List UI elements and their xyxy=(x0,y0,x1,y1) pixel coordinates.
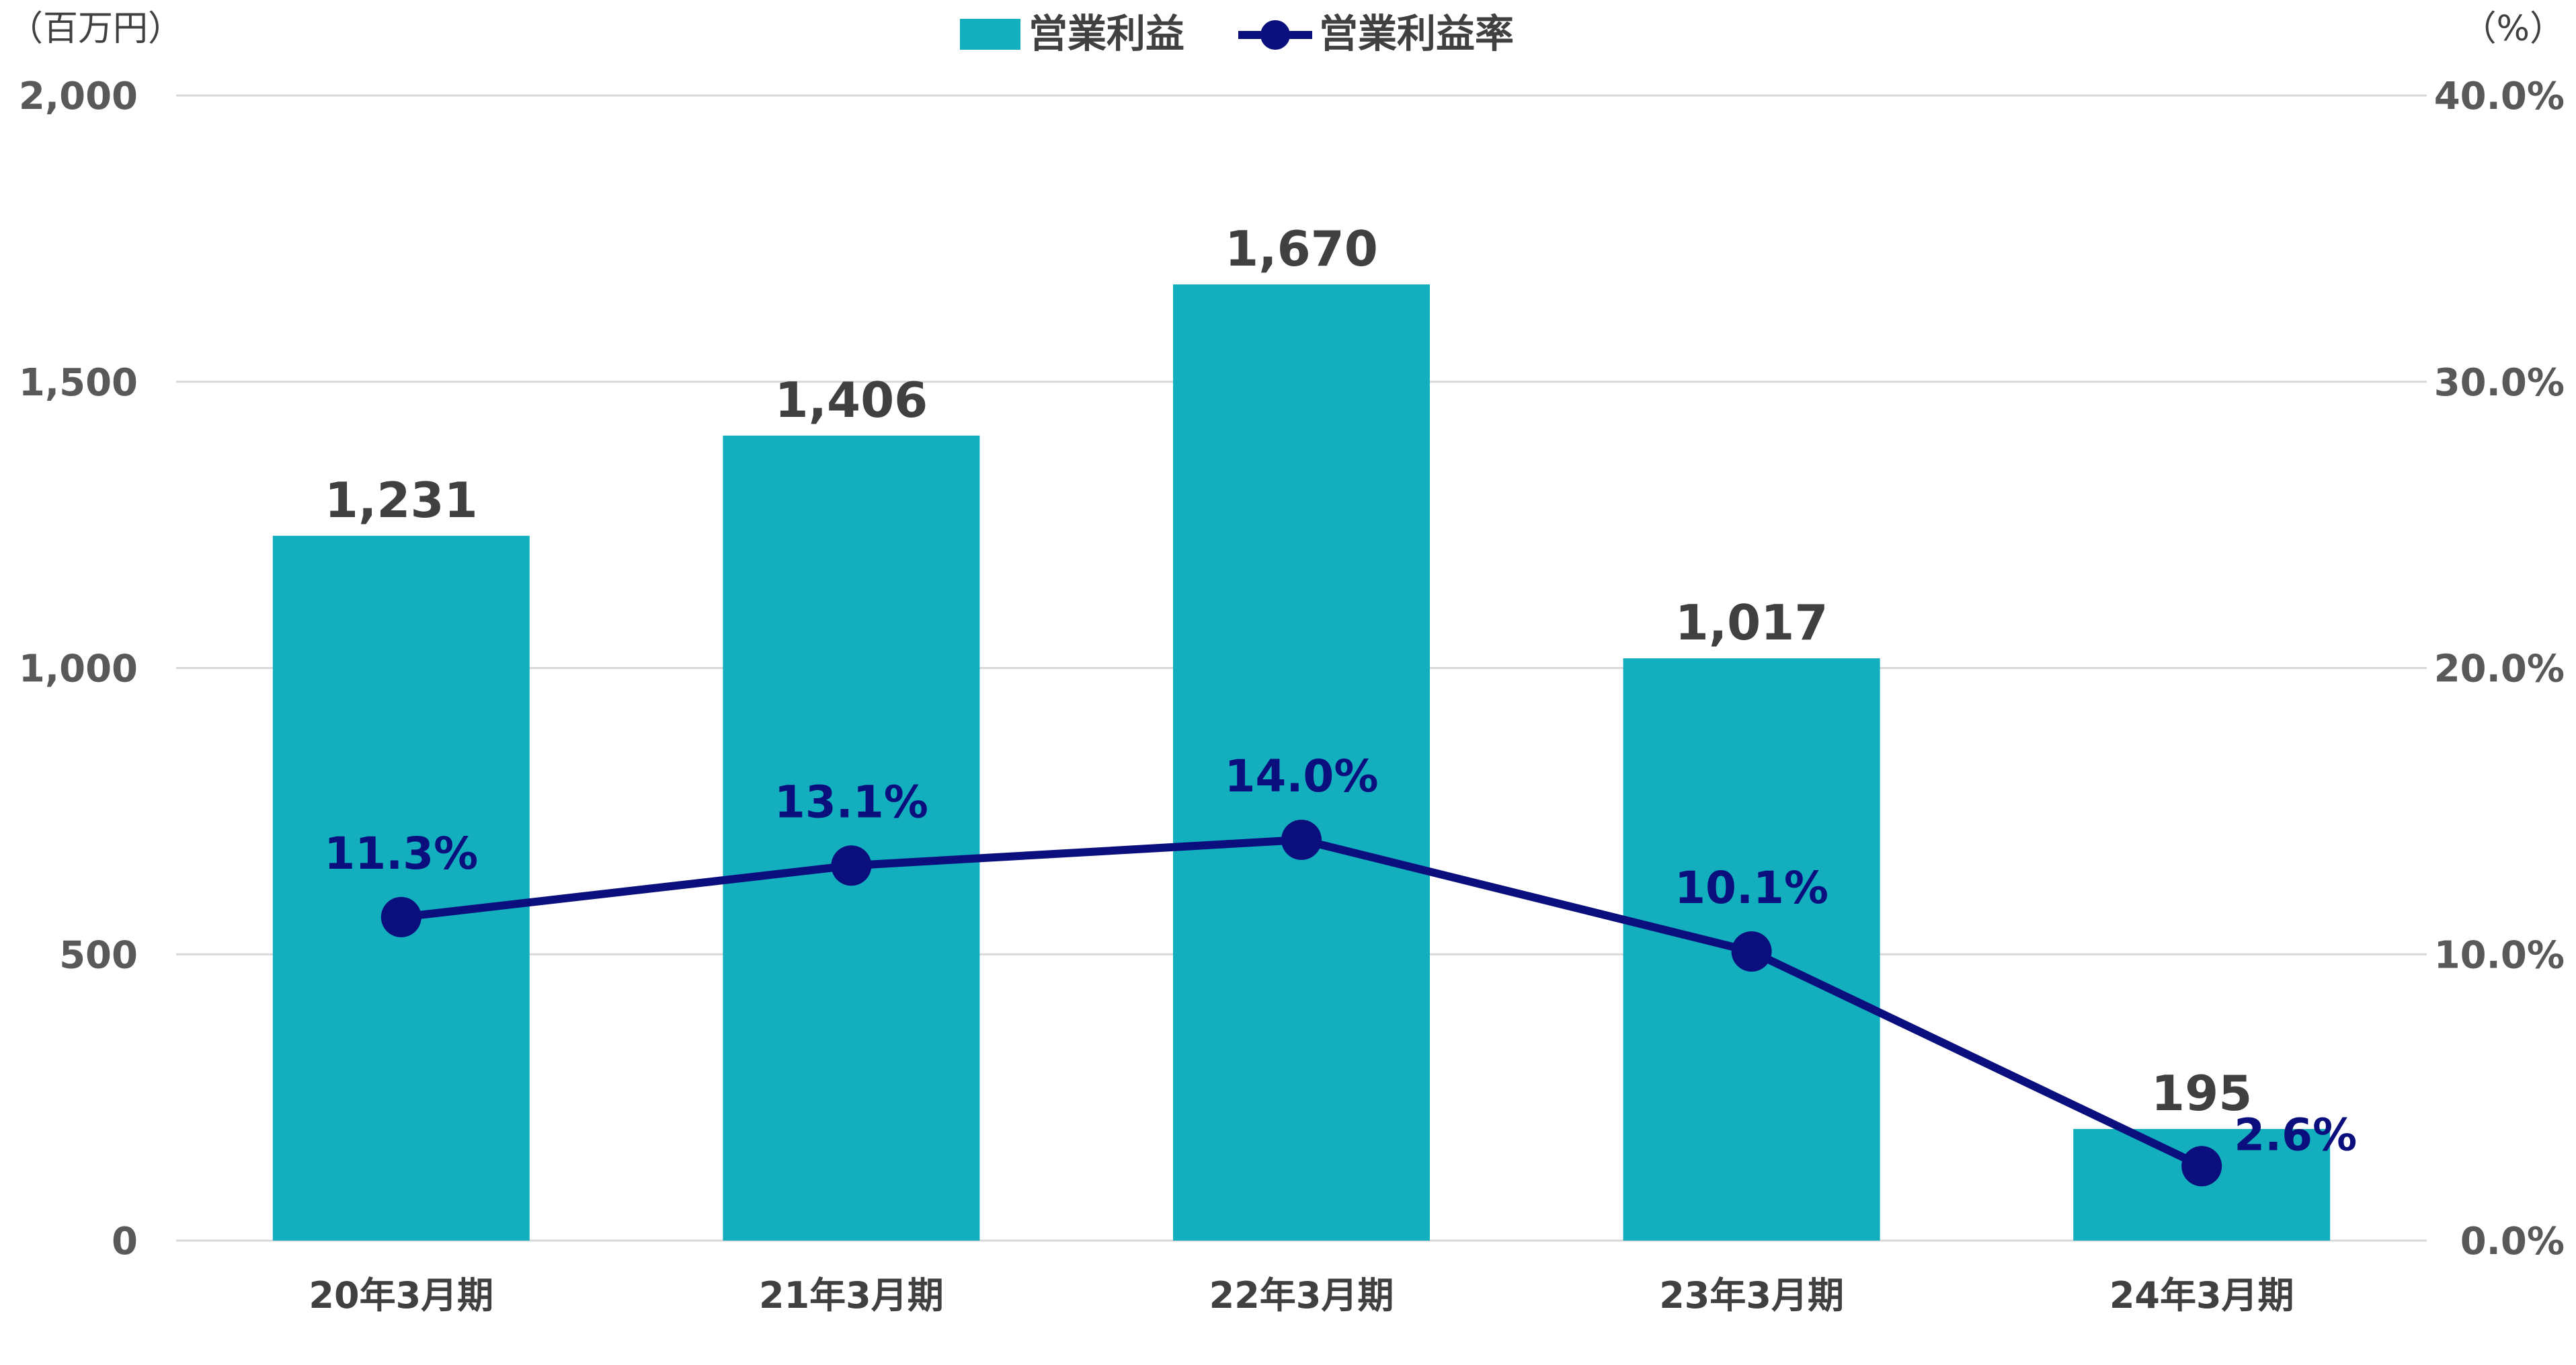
y-tick-left: 0 xyxy=(112,1220,138,1263)
bar xyxy=(723,435,980,1241)
legend-label-bar: 営業利益 xyxy=(1029,11,1184,56)
bar-value-label: 1,231 xyxy=(325,472,478,529)
line-point xyxy=(380,896,421,937)
bar xyxy=(1173,284,1430,1241)
bar-value-label: 1,406 xyxy=(775,372,928,428)
y-unit-right: （%） xyxy=(2462,9,2565,49)
line-value-label: 10.1% xyxy=(1675,862,1828,914)
legend-label-line: 営業利益率 xyxy=(1319,11,1514,56)
y-tick-right: 10.0% xyxy=(2434,933,2565,977)
line-point xyxy=(2181,1146,2222,1187)
x-tick-label: 22年3月期 xyxy=(1209,1274,1394,1317)
line-point xyxy=(1731,931,1772,972)
legend-swatch-bar xyxy=(960,19,1020,50)
y-tick-left: 1,000 xyxy=(19,648,138,691)
legend-swatch-marker xyxy=(1260,20,1290,50)
y-unit-left: （百万円） xyxy=(8,9,183,49)
y-tick-right: 40.0% xyxy=(2434,75,2565,118)
x-tick-label: 24年3月期 xyxy=(2109,1274,2294,1317)
y-tick-left: 1,500 xyxy=(19,361,138,405)
line-value-label: 13.1% xyxy=(774,776,928,828)
line-point xyxy=(831,845,872,886)
bar xyxy=(272,535,530,1241)
x-tick-label: 20年3月期 xyxy=(309,1274,493,1317)
line-value-label: 2.6% xyxy=(2234,1109,2357,1161)
x-tick-label: 23年3月期 xyxy=(1659,1274,1844,1317)
bar-value-label: 1,017 xyxy=(1675,594,1828,651)
x-tick-label: 21年3月期 xyxy=(759,1274,944,1317)
y-tick-right: 30.0% xyxy=(2434,361,2565,405)
line-point xyxy=(1281,819,1322,860)
y-tick-left: 500 xyxy=(59,933,138,977)
bar-value-label: 1,670 xyxy=(1225,221,1378,277)
bar-value-label: 195 xyxy=(2151,1065,2252,1122)
y-tick-left: 2,000 xyxy=(19,75,138,118)
line-value-label: 14.0% xyxy=(1225,750,1379,802)
line-value-label: 11.3% xyxy=(324,828,478,880)
y-tick-right: 20.0% xyxy=(2434,648,2565,691)
y-tick-right: 0.0% xyxy=(2460,1220,2565,1263)
